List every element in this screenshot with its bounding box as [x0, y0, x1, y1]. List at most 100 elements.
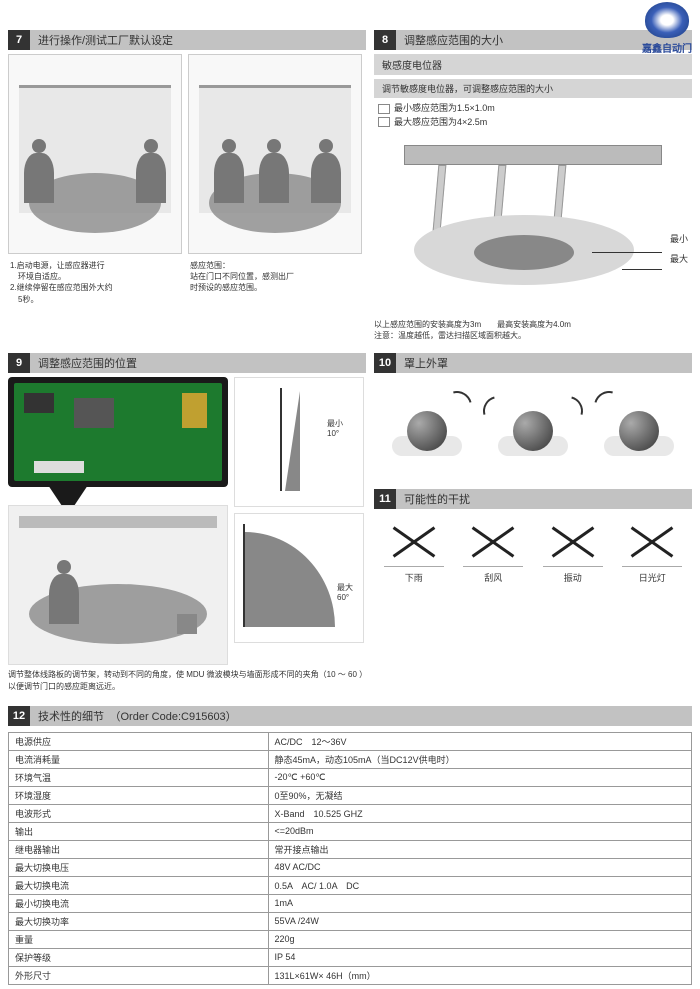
interference-wind: 刮风: [458, 517, 528, 597]
spec-row: 最大切换功率55VA /24W: [9, 912, 692, 930]
spec-label: 保护等级: [9, 948, 269, 966]
spec-label: 电源供应: [9, 732, 269, 750]
spec-label: 最大切换电压: [9, 858, 269, 876]
spec-row: 最小切换电流1mA: [9, 894, 692, 912]
min-range-icon: [378, 104, 390, 114]
spec-value: 常开接点输出: [268, 840, 691, 858]
cover-step-1: [382, 391, 472, 461]
section-10-header: 10 罩上外罩: [374, 353, 692, 373]
spec-row: 继电器输出常开接点输出: [9, 840, 692, 858]
s7-illustration-2: [188, 54, 362, 254]
section-8-num: 8: [374, 30, 396, 50]
section-7: 7 进行操作/测试工厂默认设定 1.启动电源，让感应器进行 环境自适应。 2.继…: [8, 30, 366, 341]
spec-value: <=20dBm: [268, 822, 691, 840]
section-11: 11 可能性的干扰 下雨 刮风 振动 日光灯: [374, 489, 692, 597]
s7-caption-1: 1.启动电源，让感应器进行 环境自适应。 2.继续停留在感应范围外大约 5秒。: [8, 258, 182, 307]
s7-illustration-1: [8, 54, 182, 254]
section-7-title: 进行操作/测试工厂默认设定: [30, 32, 173, 48]
spec-row: 电波形式X-Band 10.525 GHZ: [9, 804, 692, 822]
s8-bullets: 最小感应范围为1.5×1.0m 最大感应范围为4×2.5m: [374, 98, 692, 131]
section-10-num: 10: [374, 353, 396, 373]
spec-value: 静态45mA，动态105mA（当DC12V供电时）: [268, 750, 691, 768]
s7-caption-2: 感应范围： 站在门口不同位置，感测出厂 时预设的感应范围。: [188, 258, 362, 296]
section-9-header: 9 调整感应范围的位置: [8, 353, 366, 373]
s9-right-col: 最小 10° 最大 60°: [234, 377, 364, 665]
section-8-title: 调整感应范围的大小: [396, 32, 503, 48]
spec-row: 输出<=20dBm: [9, 822, 692, 840]
section-7-num: 7: [8, 30, 30, 50]
s8-subheader-2: 调节敏感度电位器，可调整感应范围的大小: [374, 79, 692, 98]
s10-diagram: [374, 381, 692, 471]
spec-value: IP 54: [268, 948, 691, 966]
spec-label: 外形尺寸: [9, 966, 269, 984]
spec-label: 最大切换功率: [9, 912, 269, 930]
s8-note: 以上感应范围的安装高度为3m 最高安装高度为4.0m 注意：温度越低，雷达扫描区…: [374, 319, 692, 341]
section-9-title: 调整感应范围的位置: [30, 355, 137, 371]
spec-table: 电源供应AC/DC 12～36V电流消耗量静态45mA，动态105mA（当DC1…: [8, 732, 692, 985]
s9-left-col: [8, 377, 228, 665]
section-9: 9 调整感应范围的位置: [8, 353, 366, 691]
spec-value: 1mA: [268, 894, 691, 912]
spec-value: 220g: [268, 930, 691, 948]
section-12-num: 12: [8, 706, 30, 726]
spec-label: 电波形式: [9, 804, 269, 822]
section-8: 8 调整感应范围的大小 敏感度电位器 调节敏感度电位器，可调整感应范围的大小 最…: [374, 30, 692, 341]
s9-scene: [8, 505, 228, 665]
spec-label: 最大切换电流: [9, 876, 269, 894]
section-12-title: 技术性的细节 （Order Code:C915603）: [30, 708, 237, 724]
spec-row: 保护等级IP 54: [9, 948, 692, 966]
spec-row: 最大切换电压48V AC/DC: [9, 858, 692, 876]
spec-row: 最大切换电流0.5A AC/ 1.0A DC: [9, 876, 692, 894]
spec-label: 最小切换电流: [9, 894, 269, 912]
spec-value: 131L×61W× 46H（mm）: [268, 966, 691, 984]
spec-label: 继电器输出: [9, 840, 269, 858]
s7-panel-1: 1.启动电源，让感应器进行 环境自适应。 2.继续停留在感应范围外大约 5秒。: [8, 54, 182, 307]
spec-row: 环境气温-20℃ +60℃: [9, 768, 692, 786]
spec-row: 重量220g: [9, 930, 692, 948]
section-9-num: 9: [8, 353, 30, 373]
section-7-header: 7 进行操作/测试工厂默认设定: [8, 30, 366, 50]
interference-vibration: 振动: [538, 517, 608, 597]
interference-fluorescent: 日光灯: [617, 517, 687, 597]
spec-value: 48V AC/DC: [268, 858, 691, 876]
spec-label: 重量: [9, 930, 269, 948]
spec-value: X-Band 10.525 GHZ: [268, 804, 691, 822]
beam-diagram-min: 最小 10°: [234, 377, 364, 507]
spec-label: 电流消耗量: [9, 750, 269, 768]
spec-label: 环境气温: [9, 768, 269, 786]
brand-logo: 嘉鑫自动门: [642, 2, 692, 55]
section-10: 10 罩上外罩: [374, 353, 692, 471]
spec-value: -20℃ +60℃: [268, 768, 691, 786]
s11-items: 下雨 刮风 振动 日光灯: [374, 517, 692, 597]
spec-row: 外形尺寸131L×61W× 46H（mm）: [9, 966, 692, 984]
spec-value: 55VA /24W: [268, 912, 691, 930]
label-min: 最小: [670, 232, 688, 245]
spec-row: 电源供应AC/DC 12～36V: [9, 732, 692, 750]
interference-rain: 下雨: [379, 517, 449, 597]
s8-diagram: 最小 最大: [374, 135, 692, 315]
spec-value: 0.5A AC/ 1.0A DC: [268, 876, 691, 894]
pcb-photo: [8, 377, 228, 487]
beam-diagram-max: 最大 60°: [234, 513, 364, 643]
max-range-icon: [378, 117, 390, 127]
spec-label: 环境湿度: [9, 786, 269, 804]
spec-row: 电流消耗量静态45mA，动态105mA（当DC12V供电时）: [9, 750, 692, 768]
section-11-num: 11: [374, 489, 396, 509]
logo-text: 嘉鑫自动门: [642, 40, 692, 55]
spec-row: 环境湿度0至90%，无凝结: [9, 786, 692, 804]
s9-caption: 调节整体线路板的调节架，转动到不同的角度，使 MDU 微波模块与墙面形成不同的夹…: [8, 669, 366, 691]
section-11-header: 11 可能性的干扰: [374, 489, 692, 509]
cover-step-3: [594, 391, 684, 461]
section-11-title: 可能性的干扰: [396, 491, 470, 507]
s7-panel-2: 感应范围： 站在门口不同位置，感测出厂 时预设的感应范围。: [188, 54, 362, 307]
logo-icon: [645, 2, 689, 38]
spec-value: AC/DC 12～36V: [268, 732, 691, 750]
spec-value: 0至90%，无凝结: [268, 786, 691, 804]
s8-subheader-1: 敏感度电位器: [374, 54, 692, 75]
section-12-header: 12 技术性的细节 （Order Code:C915603）: [8, 706, 692, 726]
section-10-title: 罩上外罩: [396, 355, 448, 371]
cover-step-2: [488, 391, 578, 461]
section-12: 12 技术性的细节 （Order Code:C915603） 电源供应AC/DC…: [8, 706, 692, 985]
label-max: 最大: [670, 252, 688, 265]
spec-label: 输出: [9, 822, 269, 840]
